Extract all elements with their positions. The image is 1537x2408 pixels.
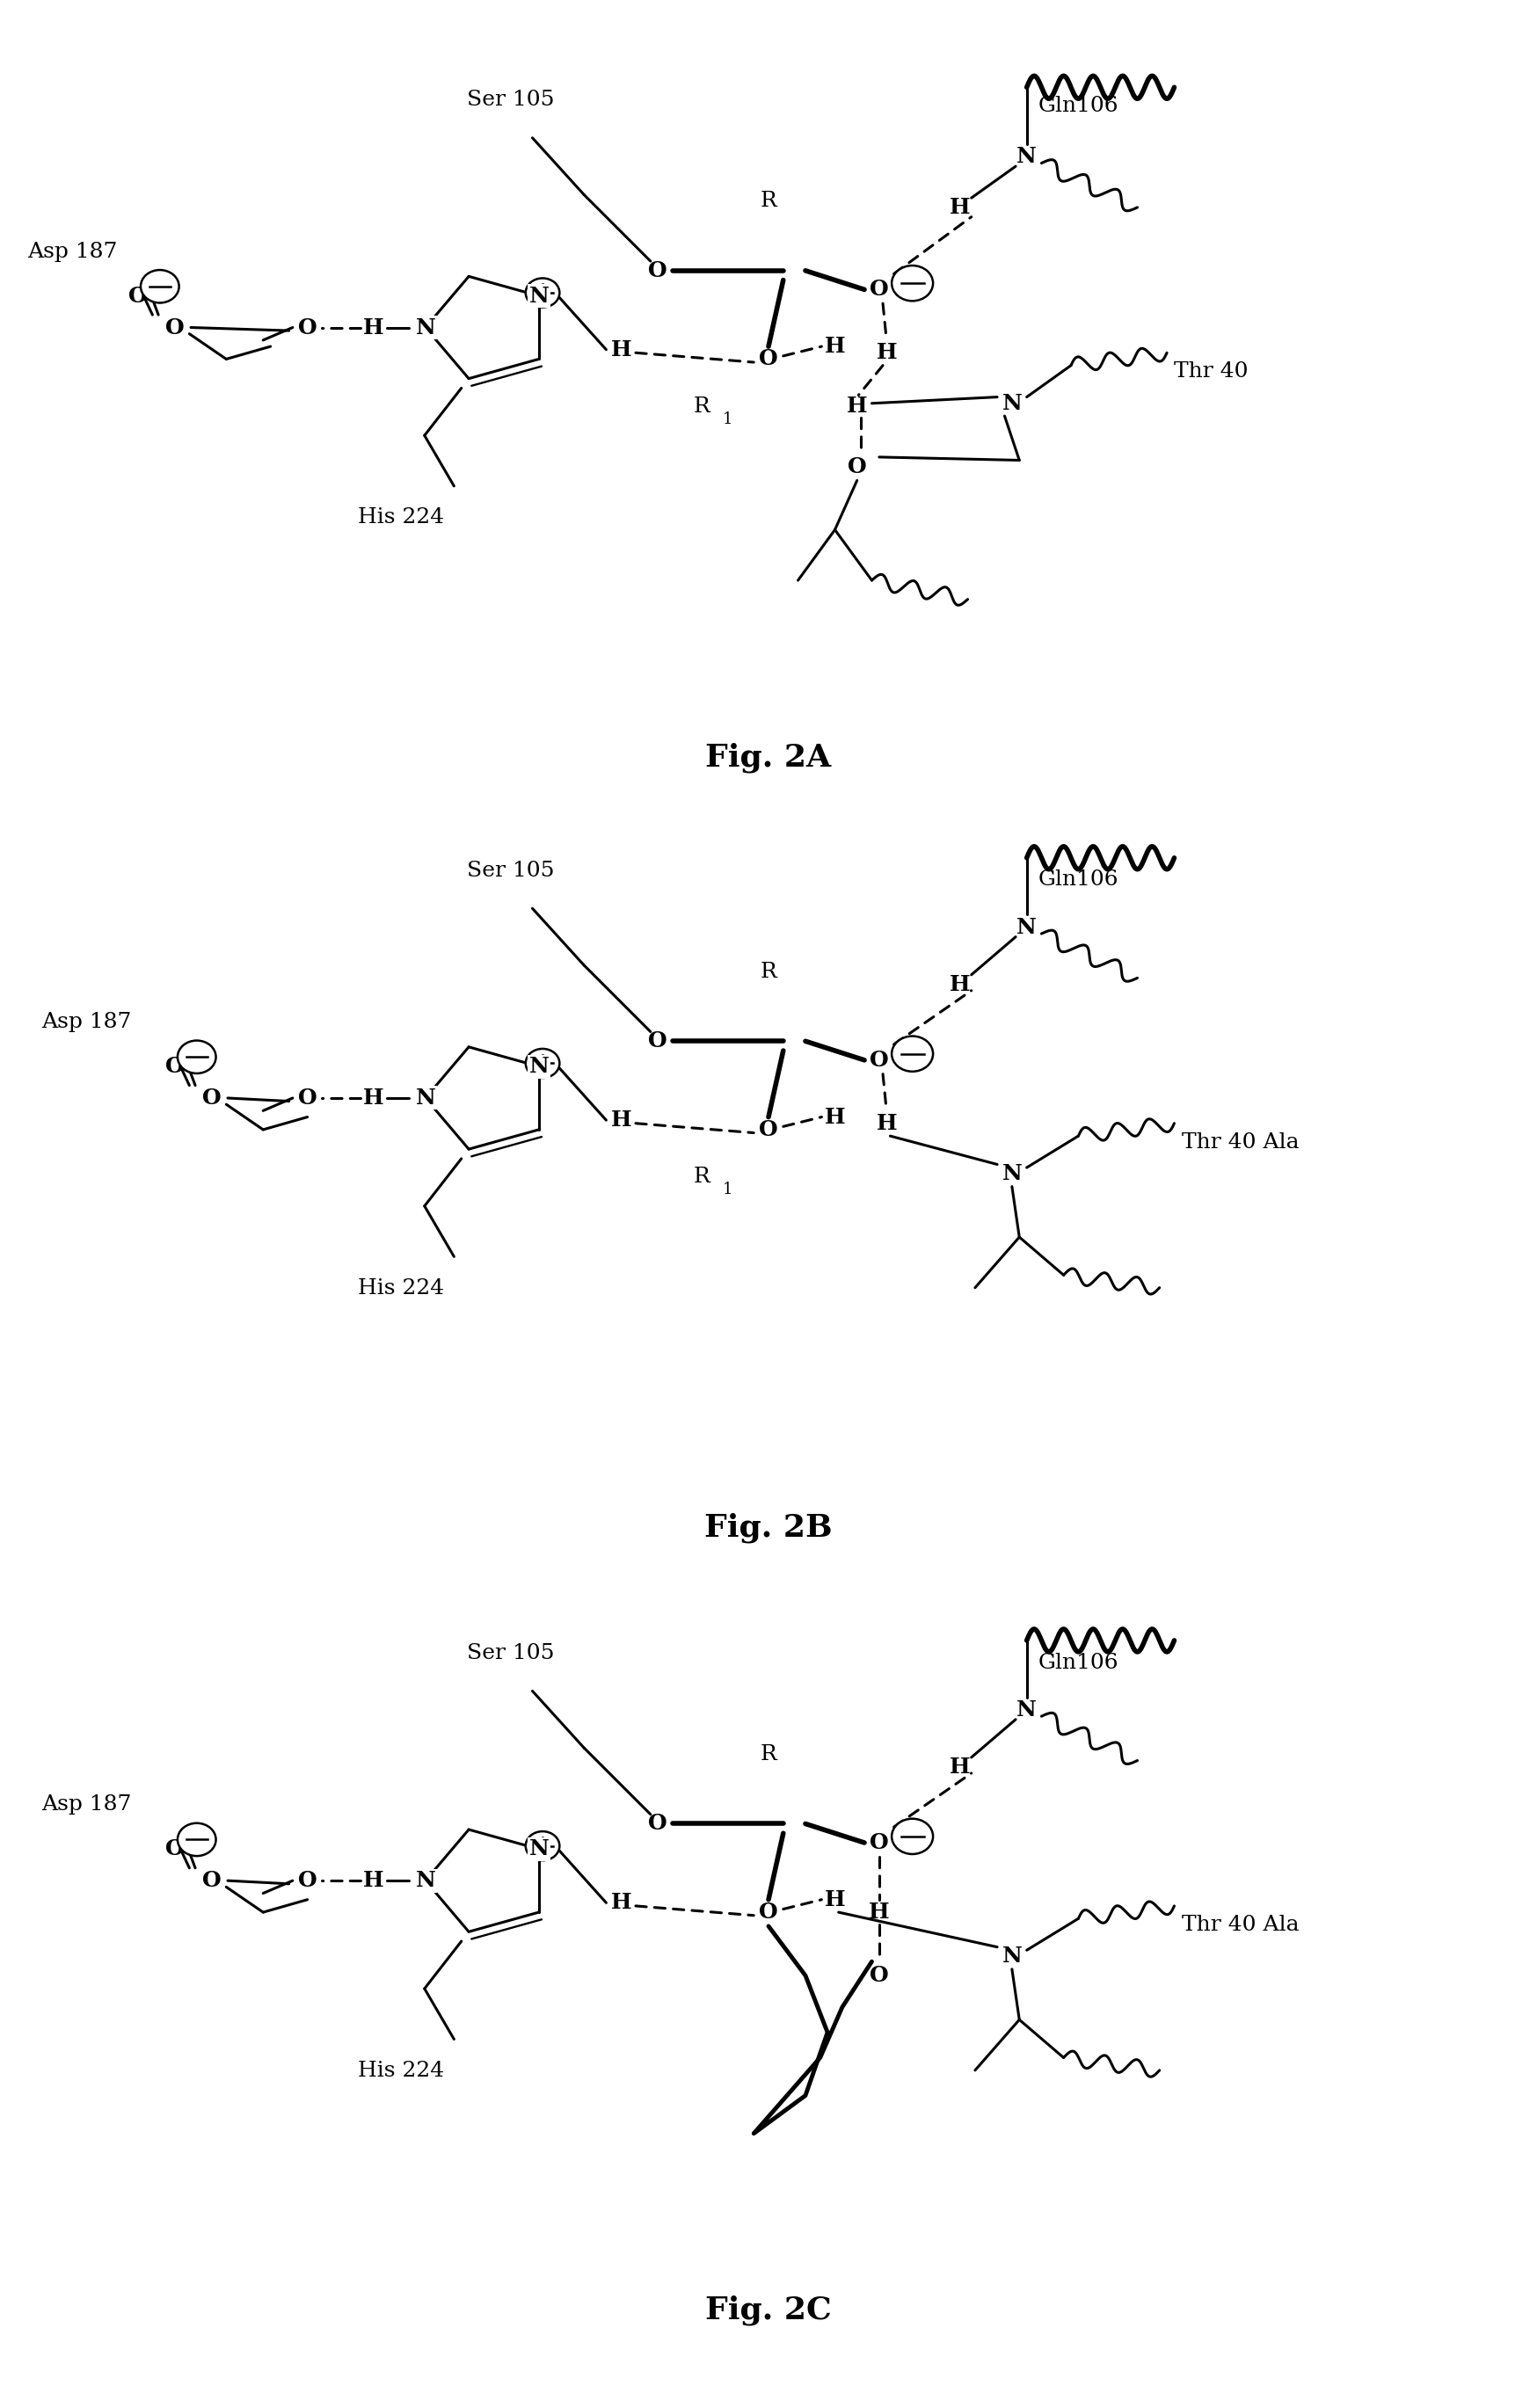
- Text: O: O: [759, 1902, 778, 1924]
- Text: O: O: [759, 1120, 778, 1141]
- Text: H: H: [363, 318, 384, 337]
- Text: Ser 105: Ser 105: [467, 1642, 553, 1664]
- Text: 1: 1: [722, 1182, 733, 1197]
- Text: N: N: [529, 287, 549, 306]
- Text: H: H: [824, 1105, 845, 1127]
- Text: O: O: [870, 279, 888, 301]
- Text: H: H: [363, 1088, 384, 1108]
- Text: N: N: [415, 1871, 435, 1890]
- Text: N: N: [415, 1088, 435, 1108]
- Text: O: O: [870, 1965, 888, 1987]
- Text: Ser 105: Ser 105: [467, 860, 553, 881]
- Text: O: O: [870, 1050, 888, 1072]
- Circle shape: [891, 1818, 933, 1854]
- Text: Fig. 2C: Fig. 2C: [705, 2295, 832, 2326]
- Text: 1: 1: [722, 412, 733, 426]
- Text: Gln106: Gln106: [1037, 1652, 1119, 1674]
- Text: R: R: [693, 397, 710, 417]
- Text: His 224: His 224: [358, 508, 444, 527]
- Circle shape: [526, 279, 559, 308]
- Text: H: H: [876, 342, 898, 364]
- Text: Fig. 2A: Fig. 2A: [705, 742, 832, 773]
- Circle shape: [178, 1040, 215, 1074]
- Text: O: O: [759, 349, 778, 371]
- Text: H: H: [950, 1755, 971, 1777]
- Text: N: N: [1016, 1700, 1037, 1722]
- Text: N: N: [1002, 1163, 1022, 1185]
- Text: O: O: [298, 1871, 317, 1890]
- Text: O: O: [870, 1832, 888, 1854]
- Text: Fig. 2B: Fig. 2B: [704, 1512, 833, 1544]
- Text: H: H: [363, 1871, 384, 1890]
- Text: Thr 40 Ala: Thr 40 Ala: [1182, 1914, 1299, 1936]
- Text: H: H: [610, 1110, 632, 1132]
- Text: N: N: [1016, 147, 1037, 169]
- Text: Asp 187: Asp 187: [41, 1011, 132, 1033]
- Text: O: O: [298, 318, 317, 337]
- Text: O: O: [298, 1088, 317, 1108]
- Text: H: H: [610, 340, 632, 361]
- Text: H: H: [824, 335, 845, 356]
- Text: H: H: [950, 197, 971, 219]
- Text: Thr 40: Thr 40: [1174, 361, 1248, 383]
- Text: H: H: [950, 973, 971, 995]
- Text: H: H: [610, 1893, 632, 1914]
- Circle shape: [891, 265, 933, 301]
- Text: H: H: [876, 1112, 898, 1134]
- Circle shape: [141, 270, 178, 303]
- Text: Asp 187: Asp 187: [41, 1794, 132, 1816]
- Text: H: H: [868, 1902, 890, 1924]
- Text: His 224: His 224: [358, 2061, 444, 2081]
- Text: N: N: [529, 1840, 549, 1859]
- Text: O: O: [201, 1088, 221, 1108]
- Circle shape: [891, 1035, 933, 1072]
- Text: O: O: [164, 1055, 184, 1076]
- Text: Gln106: Gln106: [1037, 96, 1119, 116]
- Circle shape: [178, 1823, 215, 1857]
- Text: H: H: [847, 395, 867, 417]
- Text: O: O: [201, 1871, 221, 1890]
- Text: R: R: [761, 1743, 776, 1765]
- Text: O: O: [649, 260, 667, 282]
- Text: Thr 40 Ala: Thr 40 Ala: [1182, 1132, 1299, 1153]
- Text: R: R: [761, 190, 776, 212]
- Text: O: O: [847, 455, 867, 477]
- Text: N: N: [1002, 1946, 1022, 1967]
- Text: His 224: His 224: [358, 1279, 444, 1298]
- Text: Asp 187: Asp 187: [28, 241, 117, 262]
- Text: O: O: [164, 1837, 184, 1859]
- Text: N: N: [1002, 393, 1022, 414]
- Text: Ser 105: Ser 105: [467, 89, 553, 111]
- Text: H: H: [824, 1888, 845, 1910]
- Text: O: O: [164, 318, 184, 337]
- Text: R: R: [693, 1168, 710, 1187]
- Text: Gln106: Gln106: [1037, 869, 1119, 891]
- Text: N: N: [529, 1057, 549, 1076]
- Circle shape: [526, 1832, 559, 1861]
- Text: O: O: [128, 284, 148, 306]
- Text: N: N: [415, 318, 435, 337]
- Text: N: N: [1016, 917, 1037, 939]
- Text: R: R: [761, 961, 776, 982]
- Circle shape: [526, 1050, 559, 1079]
- Text: O: O: [649, 1031, 667, 1052]
- Text: O: O: [649, 1813, 667, 1835]
